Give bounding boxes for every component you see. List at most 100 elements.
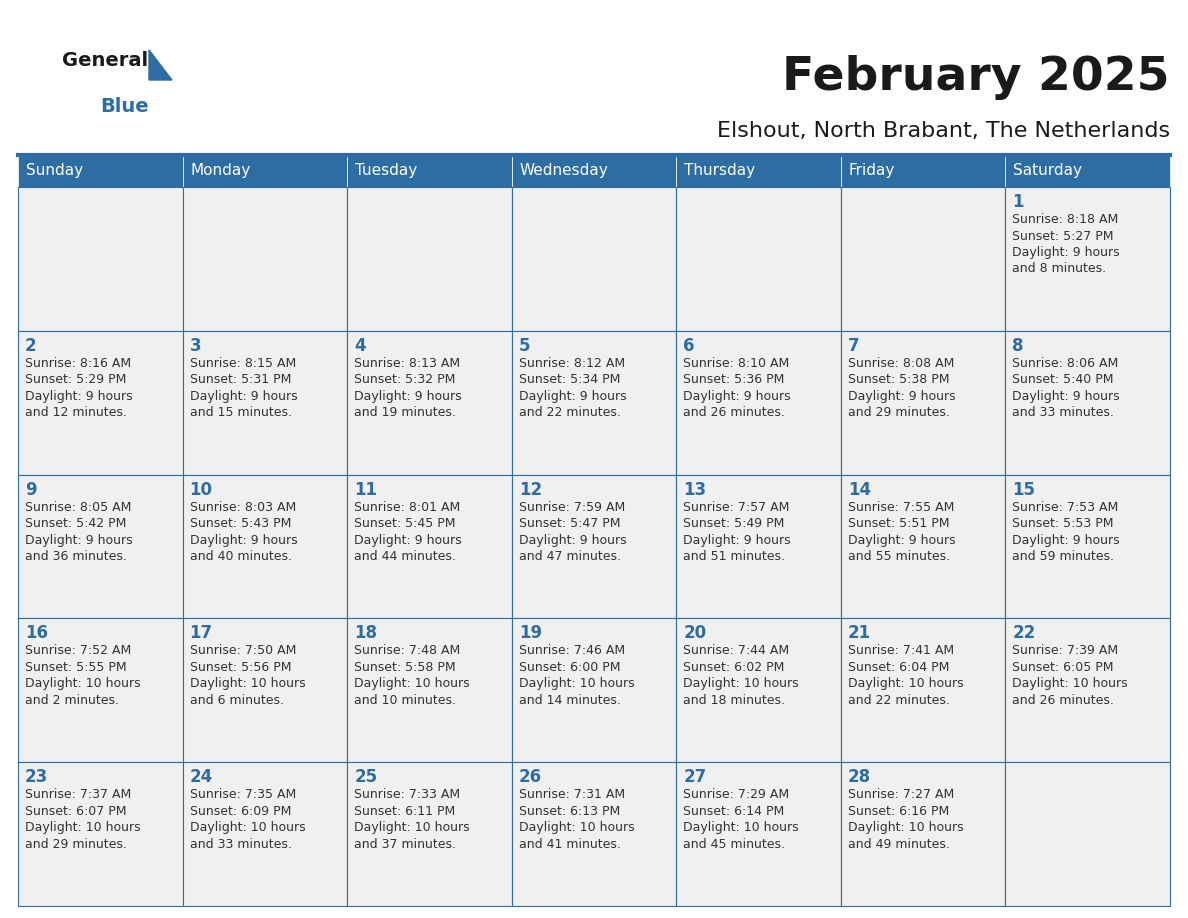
Text: Daylight: 9 hours: Daylight: 9 hours bbox=[519, 533, 626, 546]
Text: Sunrise: 7:41 AM: Sunrise: 7:41 AM bbox=[848, 644, 954, 657]
Text: Sunset: 5:27 PM: Sunset: 5:27 PM bbox=[1012, 230, 1114, 242]
Text: Daylight: 10 hours: Daylight: 10 hours bbox=[354, 822, 469, 834]
Text: Daylight: 9 hours: Daylight: 9 hours bbox=[354, 390, 462, 403]
Text: Sunset: 5:51 PM: Sunset: 5:51 PM bbox=[848, 517, 949, 530]
Bar bbox=[1005, 330, 1170, 475]
Text: and 8 minutes.: and 8 minutes. bbox=[1012, 263, 1106, 275]
Text: 1: 1 bbox=[1012, 193, 1024, 211]
Text: Daylight: 9 hours: Daylight: 9 hours bbox=[683, 390, 791, 403]
Text: 5: 5 bbox=[519, 337, 530, 354]
Text: Sunrise: 8:13 AM: Sunrise: 8:13 AM bbox=[354, 357, 460, 370]
Text: Sunset: 5:34 PM: Sunset: 5:34 PM bbox=[519, 374, 620, 386]
Text: 16: 16 bbox=[25, 624, 48, 643]
Text: Friday: Friday bbox=[849, 163, 896, 178]
Bar bbox=[183, 155, 347, 187]
Text: Sunrise: 8:18 AM: Sunrise: 8:18 AM bbox=[1012, 213, 1119, 226]
Bar bbox=[347, 619, 512, 762]
Text: 18: 18 bbox=[354, 624, 377, 643]
Text: Sunrise: 8:08 AM: Sunrise: 8:08 AM bbox=[848, 357, 954, 370]
Text: Sunrise: 8:03 AM: Sunrise: 8:03 AM bbox=[190, 500, 296, 513]
Bar bbox=[676, 762, 841, 906]
Bar bbox=[18, 187, 183, 330]
Text: Sunset: 5:43 PM: Sunset: 5:43 PM bbox=[190, 517, 291, 530]
Text: 20: 20 bbox=[683, 624, 707, 643]
Text: and 59 minutes.: and 59 minutes. bbox=[1012, 550, 1114, 563]
Text: Daylight: 9 hours: Daylight: 9 hours bbox=[25, 390, 133, 403]
Text: and 36 minutes.: and 36 minutes. bbox=[25, 550, 127, 563]
Text: and 22 minutes.: and 22 minutes. bbox=[519, 407, 620, 420]
Text: Sunrise: 7:33 AM: Sunrise: 7:33 AM bbox=[354, 789, 460, 801]
Text: Sunday: Sunday bbox=[26, 163, 83, 178]
Text: 19: 19 bbox=[519, 624, 542, 643]
Bar bbox=[1005, 475, 1170, 619]
Text: 15: 15 bbox=[1012, 481, 1036, 498]
Text: Sunset: 5:47 PM: Sunset: 5:47 PM bbox=[519, 517, 620, 530]
Bar bbox=[676, 187, 841, 330]
Text: Sunrise: 7:29 AM: Sunrise: 7:29 AM bbox=[683, 789, 789, 801]
Text: Sunrise: 7:39 AM: Sunrise: 7:39 AM bbox=[1012, 644, 1119, 657]
Text: 9: 9 bbox=[25, 481, 37, 498]
Bar bbox=[347, 330, 512, 475]
Text: Daylight: 10 hours: Daylight: 10 hours bbox=[25, 822, 140, 834]
Polygon shape bbox=[148, 50, 172, 80]
Text: Sunrise: 8:12 AM: Sunrise: 8:12 AM bbox=[519, 357, 625, 370]
Text: Wednesday: Wednesday bbox=[519, 163, 608, 178]
Text: 25: 25 bbox=[354, 768, 378, 786]
Text: and 40 minutes.: and 40 minutes. bbox=[190, 550, 291, 563]
Text: Daylight: 9 hours: Daylight: 9 hours bbox=[1012, 390, 1120, 403]
Text: and 29 minutes.: and 29 minutes. bbox=[848, 407, 949, 420]
Text: Sunset: 6:07 PM: Sunset: 6:07 PM bbox=[25, 805, 126, 818]
Text: Sunrise: 7:27 AM: Sunrise: 7:27 AM bbox=[848, 789, 954, 801]
Bar bbox=[18, 619, 183, 762]
Bar bbox=[676, 619, 841, 762]
Bar bbox=[183, 187, 347, 330]
Text: Sunrise: 7:31 AM: Sunrise: 7:31 AM bbox=[519, 789, 625, 801]
Text: Sunset: 5:45 PM: Sunset: 5:45 PM bbox=[354, 517, 456, 530]
Text: Sunset: 5:55 PM: Sunset: 5:55 PM bbox=[25, 661, 127, 674]
Text: Sunset: 5:53 PM: Sunset: 5:53 PM bbox=[1012, 517, 1114, 530]
Text: Sunrise: 7:35 AM: Sunrise: 7:35 AM bbox=[190, 789, 296, 801]
Bar bbox=[841, 619, 1005, 762]
Text: and 55 minutes.: and 55 minutes. bbox=[848, 550, 950, 563]
Bar bbox=[347, 475, 512, 619]
Text: Sunrise: 8:01 AM: Sunrise: 8:01 AM bbox=[354, 500, 461, 513]
Text: 14: 14 bbox=[848, 481, 871, 498]
Text: Daylight: 10 hours: Daylight: 10 hours bbox=[519, 822, 634, 834]
Text: Daylight: 10 hours: Daylight: 10 hours bbox=[683, 677, 798, 690]
Text: and 44 minutes.: and 44 minutes. bbox=[354, 550, 456, 563]
Text: Sunrise: 7:46 AM: Sunrise: 7:46 AM bbox=[519, 644, 625, 657]
Text: Sunset: 5:58 PM: Sunset: 5:58 PM bbox=[354, 661, 456, 674]
Bar bbox=[512, 155, 676, 187]
Text: Daylight: 10 hours: Daylight: 10 hours bbox=[190, 822, 305, 834]
Bar bbox=[347, 187, 512, 330]
Text: Sunset: 5:49 PM: Sunset: 5:49 PM bbox=[683, 517, 784, 530]
Text: Sunset: 5:36 PM: Sunset: 5:36 PM bbox=[683, 374, 784, 386]
Bar bbox=[841, 155, 1005, 187]
Bar bbox=[512, 330, 676, 475]
Text: Sunset: 5:38 PM: Sunset: 5:38 PM bbox=[848, 374, 949, 386]
Text: Thursday: Thursday bbox=[684, 163, 756, 178]
Text: and 12 minutes.: and 12 minutes. bbox=[25, 407, 127, 420]
Text: Daylight: 9 hours: Daylight: 9 hours bbox=[190, 390, 297, 403]
Text: and 33 minutes.: and 33 minutes. bbox=[1012, 407, 1114, 420]
Bar bbox=[183, 762, 347, 906]
Text: and 2 minutes.: and 2 minutes. bbox=[25, 694, 119, 707]
Text: Daylight: 9 hours: Daylight: 9 hours bbox=[1012, 246, 1120, 259]
Text: 4: 4 bbox=[354, 337, 366, 354]
Text: February 2025: February 2025 bbox=[783, 55, 1170, 100]
Text: Sunset: 6:13 PM: Sunset: 6:13 PM bbox=[519, 805, 620, 818]
Text: Daylight: 10 hours: Daylight: 10 hours bbox=[848, 677, 963, 690]
Text: Sunset: 5:32 PM: Sunset: 5:32 PM bbox=[354, 374, 455, 386]
Text: Sunrise: 7:57 AM: Sunrise: 7:57 AM bbox=[683, 500, 790, 513]
Bar bbox=[347, 762, 512, 906]
Text: and 45 minutes.: and 45 minutes. bbox=[683, 838, 785, 851]
Text: Sunset: 6:00 PM: Sunset: 6:00 PM bbox=[519, 661, 620, 674]
Text: and 14 minutes.: and 14 minutes. bbox=[519, 694, 620, 707]
Text: Sunset: 6:05 PM: Sunset: 6:05 PM bbox=[1012, 661, 1114, 674]
Text: 27: 27 bbox=[683, 768, 707, 786]
Text: Daylight: 10 hours: Daylight: 10 hours bbox=[683, 822, 798, 834]
Text: Sunset: 6:16 PM: Sunset: 6:16 PM bbox=[848, 805, 949, 818]
Text: 21: 21 bbox=[848, 624, 871, 643]
Bar bbox=[1005, 762, 1170, 906]
Text: Sunset: 5:56 PM: Sunset: 5:56 PM bbox=[190, 661, 291, 674]
